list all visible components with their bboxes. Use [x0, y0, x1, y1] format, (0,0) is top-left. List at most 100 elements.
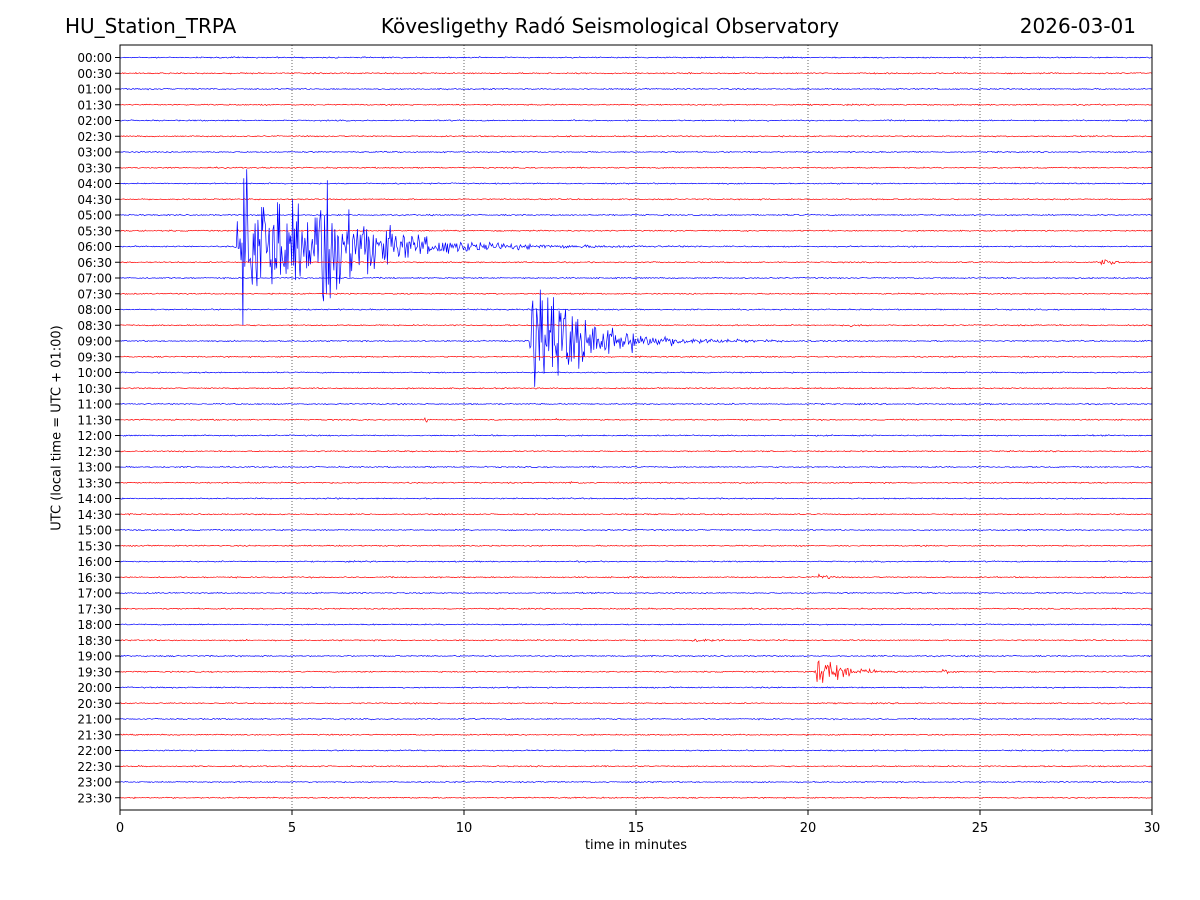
y-tick-label: 00:00 [77, 51, 112, 65]
y-tick-label: 16:00 [77, 555, 112, 569]
trace-0200 [119, 119, 1153, 123]
y-tick-label: 12:00 [77, 429, 112, 443]
trace-0130 [119, 103, 1153, 107]
y-tick-label: 03:30 [77, 161, 112, 175]
y-tick-label: 08:00 [77, 303, 112, 317]
trace-1030 [119, 387, 1153, 390]
trace-1000 [119, 371, 1152, 374]
observatory-title: Kövesligethy Radó Seismological Observat… [380, 14, 840, 38]
y-tick-label: 10:00 [77, 366, 112, 380]
trace-0700 [119, 276, 1153, 280]
x-tick-label: 10 [456, 821, 473, 836]
trace-1830 [119, 638, 1153, 643]
y-tick-label: 09:00 [77, 335, 112, 349]
y-tick-label: 02:30 [77, 130, 112, 144]
y-tick-label: 19:30 [77, 665, 112, 679]
y-tick-label: 14:00 [77, 492, 112, 506]
y-tick-label: 04:30 [77, 193, 112, 207]
y-tick-label: 09:30 [77, 350, 112, 364]
trace-1100 [119, 402, 1153, 406]
x-tick-label: 0 [116, 821, 124, 836]
y-tick-label: 07:00 [77, 272, 112, 286]
y-tick-label: 17:00 [77, 587, 112, 601]
trace-0730 [119, 292, 1153, 296]
trace-1800 [119, 623, 1153, 626]
trace-1230 [120, 449, 1153, 453]
trace-0600 [119, 169, 1153, 326]
trace-1330 [119, 480, 1153, 485]
y-tick-label: 17:30 [77, 602, 112, 616]
y-tick-label: 18:30 [77, 634, 112, 648]
y-tick-label: 18:00 [77, 618, 112, 632]
trace-2300 [119, 780, 1153, 784]
y-tick-label: 06:30 [77, 256, 112, 270]
x-tick-label: 20 [800, 821, 817, 836]
y-tick-label: 22:00 [77, 744, 112, 758]
y-tick-label: 05:00 [77, 209, 112, 223]
trace-0100 [119, 87, 1153, 91]
trace-2000 [119, 686, 1153, 689]
trace-0230 [119, 134, 1153, 138]
trace-0300 [119, 150, 1153, 154]
y-tick-label: 04:00 [77, 177, 112, 191]
y-tick-label: 22:30 [77, 760, 112, 774]
y-tick-label: 16:30 [77, 571, 112, 585]
y-tick-label: 11:00 [77, 398, 112, 412]
x-tick-label: 5 [288, 821, 296, 836]
trace-1600 [119, 560, 1153, 563]
y-tick-label: 13:30 [77, 476, 112, 490]
y-tick-label: 23:30 [77, 791, 112, 805]
grid-lines [291, 45, 981, 810]
x-tick-label: 15 [628, 821, 645, 836]
x-axis: 0 5 10 15 20 25 30 [116, 810, 1160, 836]
trace-0500 [119, 213, 1153, 217]
y-tick-label: 07:30 [77, 287, 112, 301]
y-tick-label: 19:00 [77, 650, 112, 664]
y-tick-label: 13:00 [77, 461, 112, 475]
trace-0830 [119, 324, 1153, 328]
y-tick-label: 23:00 [77, 776, 112, 790]
y-tick-label: 21:30 [77, 728, 112, 742]
y-tick-label: 02:00 [77, 114, 112, 128]
y-tick-label: 06:00 [77, 240, 112, 254]
trace-0400 [119, 182, 1153, 185]
trace-1400 [119, 497, 1153, 500]
trace-2230 [119, 764, 1153, 768]
y-tick-label: 14:30 [77, 508, 112, 522]
trace-0030 [119, 71, 1153, 75]
trace-0430 [119, 197, 1153, 201]
y-tick-label: 11:30 [77, 413, 112, 427]
trace-1430 [119, 513, 1153, 516]
y-axis-label: UTC (local time = UTC + 01:00) [49, 325, 65, 531]
y-tick-label: 03:00 [77, 146, 112, 160]
seismic-traces [119, 56, 1153, 800]
trace-0630 [119, 259, 1153, 266]
trace-0000 [119, 56, 1153, 59]
y-tick-label: 20:00 [77, 681, 112, 695]
trace-1130 [119, 417, 1153, 423]
trace-2030 [119, 701, 1153, 705]
trace-1530 [119, 544, 1153, 547]
trace-2100 [119, 717, 1153, 721]
x-tick-label: 25 [972, 821, 989, 836]
y-tick-label: 05:30 [77, 224, 112, 238]
y-tick-label: 21:00 [77, 713, 112, 727]
trace-1300 [119, 465, 1153, 469]
trace-1730 [119, 607, 1153, 611]
record-date: 2026-03-01 [1019, 14, 1136, 38]
trace-0330 [119, 166, 1153, 169]
trace-1200 [119, 434, 1153, 437]
trace-0930 [120, 355, 1152, 359]
trace-2330 [119, 796, 1153, 800]
trace-2200 [119, 749, 1153, 752]
y-tick-label: 00:30 [77, 67, 112, 81]
trace-0900 [120, 289, 1153, 387]
y-tick-label: 12:30 [77, 445, 112, 459]
x-tick-label: 30 [1144, 821, 1161, 836]
y-tick-label: 20:30 [77, 697, 112, 711]
trace-1900 [119, 654, 1153, 658]
station-name: HU_Station_TRPA [65, 14, 237, 38]
x-axis-label: time in minutes [584, 838, 688, 853]
trace-1700 [119, 591, 1153, 595]
